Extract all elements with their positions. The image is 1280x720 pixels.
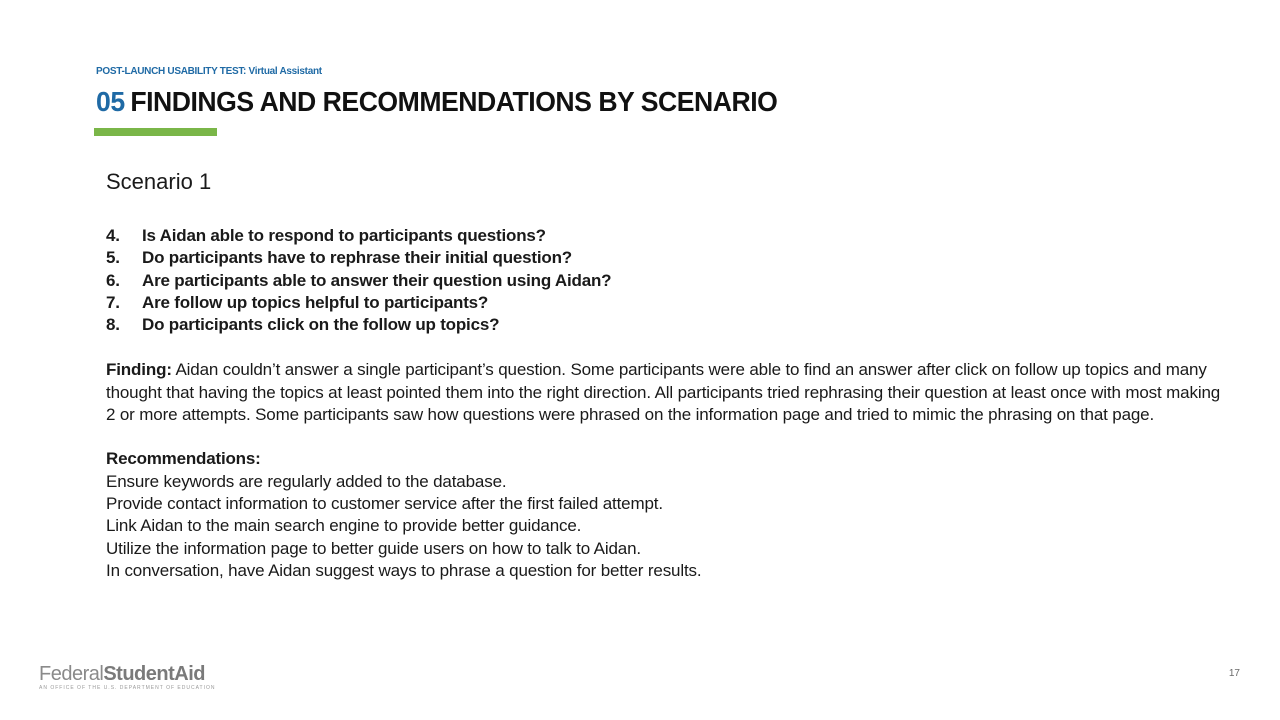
finding-label: Finding: — [106, 360, 172, 379]
logo-text-bold: StudentAid — [103, 663, 205, 685]
question-item: 6. Are participants able to answer their … — [106, 270, 1226, 292]
scenario-heading: Scenario 1 — [106, 168, 1226, 196]
finding-paragraph: Finding: Aidan couldn’t answer a single … — [106, 359, 1226, 426]
question-text: Do participants have to rephrase their i… — [142, 247, 572, 269]
question-text: Do participants click on the follow up t… — [142, 314, 499, 336]
recommendation-item: Ensure keywords are regularly added to t… — [106, 471, 1226, 493]
question-item: 8. Do participants click on the follow up… — [106, 314, 1226, 336]
recommendation-item: Link Aidan to the main search engine to … — [106, 515, 1226, 537]
eyebrow-label: POST-LAUNCH USABILITY TEST: Virtual Assi… — [96, 66, 322, 77]
question-number: 6. — [106, 270, 142, 292]
page-title-text: FINDINGS AND RECOMMENDATIONS BY SCENARIO — [130, 86, 777, 117]
page-number: 17 — [1229, 668, 1240, 679]
question-text: Are participants able to answer their qu… — [142, 270, 611, 292]
question-number: 5. — [106, 247, 142, 269]
question-item: 4. Is Aidan able to respond to participan… — [106, 225, 1226, 247]
question-number: 7. — [106, 292, 142, 314]
title-underline-bar — [94, 128, 217, 136]
question-text: Are follow up topics helpful to particip… — [142, 292, 488, 314]
recommendations-heading: Recommendations: — [106, 448, 1226, 470]
recommendations-list: Ensure keywords are regularly added to t… — [106, 471, 1226, 582]
section-number: 05 — [96, 86, 125, 117]
question-number: 4. — [106, 225, 142, 247]
question-list: 4. Is Aidan able to respond to participan… — [106, 225, 1226, 336]
question-item: 7. Are follow up topics helpful to partic… — [106, 292, 1226, 314]
finding-text: Aidan couldn’t answer a single participa… — [106, 360, 1220, 424]
question-item: 5. Do participants have to rephrase their… — [106, 247, 1226, 269]
recommendation-item: Provide contact information to customer … — [106, 493, 1226, 515]
logo-text-regular: Federal — [39, 663, 103, 685]
recommendation-item: In conversation, have Aidan suggest ways… — [106, 560, 1226, 582]
question-text: Is Aidan able to respond to participants… — [142, 225, 546, 247]
question-number: 8. — [106, 314, 142, 336]
logo-tagline: An Office of the U.S. Department of Educ… — [39, 685, 216, 691]
federal-student-aid-logo: FederalStudentAid An Office of the U.S. … — [39, 663, 216, 691]
page-title: 05 FINDINGS AND RECOMMENDATIONS BY SCENAR… — [96, 86, 777, 118]
recommendation-item: Utilize the information page to better g… — [106, 538, 1226, 560]
slide-body: Scenario 1 4. Is Aidan able to respond to… — [106, 168, 1226, 582]
